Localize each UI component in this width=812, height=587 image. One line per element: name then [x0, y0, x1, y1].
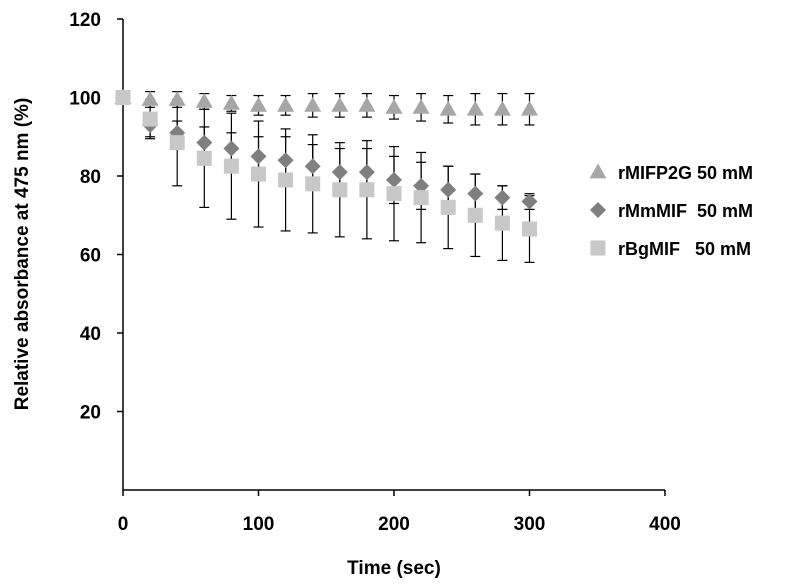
- data-point-square: [386, 186, 402, 202]
- legend-label: rMmMIF 50 mM: [618, 201, 753, 221]
- data-point-triangle: [304, 96, 322, 112]
- legend-label: rMIFP2G 50 mM: [618, 163, 753, 183]
- data-point-diamond: [521, 193, 538, 210]
- data-point-diamond: [223, 140, 240, 157]
- legend-marker-diamond: [590, 202, 606, 218]
- y-tick-label: 60: [80, 246, 101, 267]
- data-markers: [114, 89, 538, 237]
- legend-marker-triangle: [589, 163, 607, 179]
- data-point-diamond: [196, 134, 213, 151]
- data-point-triangle: [358, 96, 376, 112]
- data-point-triangle: [385, 98, 403, 114]
- legend-item: rMIFP2G 50 mM: [589, 163, 753, 183]
- data-point-triangle: [412, 98, 430, 114]
- data-point-triangle: [195, 92, 213, 108]
- data-point-square: [359, 182, 375, 198]
- data-point-square: [522, 221, 537, 237]
- data-point-square: [305, 176, 321, 192]
- data-point-triangle: [168, 90, 186, 106]
- legend-item: rMmMIF 50 mM: [590, 201, 753, 221]
- data-point-triangle: [277, 96, 295, 112]
- y-axis-title: Relative absorbance at 475 nm (%): [12, 98, 33, 411]
- data-point-triangle: [493, 100, 511, 116]
- x-axis-title: Time (sec): [347, 558, 441, 579]
- data-point-diamond: [331, 164, 348, 181]
- data-point-square: [440, 199, 456, 215]
- axis-ticks: 0 100 200 300 400 20 40 60 80 100 120: [69, 10, 681, 535]
- y-tick-label: 120: [69, 10, 101, 31]
- data-point-square: [115, 90, 131, 105]
- data-point-square: [169, 135, 185, 151]
- data-point-square: [142, 111, 158, 127]
- data-point-triangle: [521, 100, 538, 116]
- y-tick-label: 40: [80, 324, 101, 345]
- x-tick-label: 100: [243, 514, 275, 535]
- data-point-square: [251, 166, 266, 182]
- data-point-diamond: [386, 171, 402, 188]
- data-point-square: [413, 190, 429, 206]
- data-point-diamond: [358, 164, 375, 181]
- data-point-triangle: [439, 100, 457, 116]
- x-tick-label: 0: [118, 514, 129, 535]
- data-point-diamond: [494, 189, 511, 206]
- data-point-square: [332, 182, 348, 198]
- data-point-triangle: [466, 100, 484, 116]
- data-point-triangle: [141, 90, 159, 106]
- data-point-diamond: [467, 185, 484, 202]
- data-point-square: [223, 158, 239, 174]
- data-point-square: [467, 207, 483, 223]
- y-tick-label: 20: [80, 403, 101, 424]
- data-point-diamond: [413, 177, 430, 194]
- y-tick-label: 100: [69, 89, 101, 110]
- legend-marker-square: [590, 240, 606, 256]
- data-point-triangle: [222, 94, 240, 110]
- y-tick-label: 80: [80, 167, 101, 188]
- x-tick-label: 400: [649, 514, 681, 535]
- data-point-triangle: [250, 96, 267, 112]
- x-tick-label: 200: [378, 514, 410, 535]
- legend: rMIFP2G 50 mM rMmMIF 50 mM rBgMIF 50 mM: [589, 163, 753, 259]
- data-point-square: [494, 215, 510, 231]
- data-point-diamond: [440, 181, 457, 198]
- x-tick-label: 300: [514, 514, 546, 535]
- data-point-square: [196, 150, 212, 166]
- data-point-square: [278, 172, 294, 188]
- legend-label: rBgMIF 50 mM: [618, 239, 751, 259]
- data-point-diamond: [250, 148, 267, 165]
- data-point-diamond: [277, 152, 294, 169]
- legend-item: rBgMIF 50 mM: [590, 239, 751, 259]
- data-point-diamond: [304, 158, 321, 175]
- data-point-triangle: [331, 96, 349, 112]
